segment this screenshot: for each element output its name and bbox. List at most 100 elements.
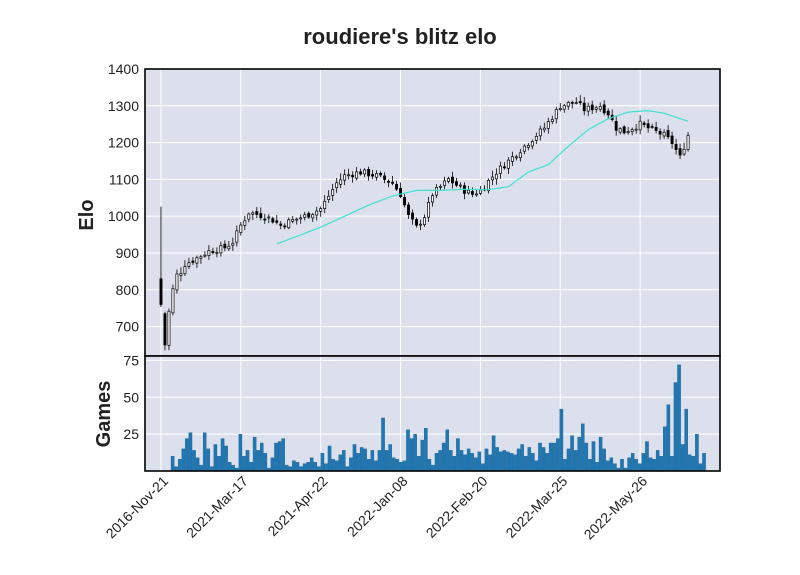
games-bar: [181, 448, 186, 472]
games-bar: [638, 463, 642, 472]
candle-body: [319, 208, 323, 212]
games-bar: [449, 450, 453, 472]
games-bar: [384, 450, 389, 472]
candle-body: [630, 129, 634, 132]
candle-body: [359, 171, 363, 175]
candle-body: [474, 193, 478, 196]
games-bar: [677, 364, 681, 472]
games-bar: [431, 464, 435, 472]
candle-body: [243, 220, 247, 226]
candle-body: [283, 225, 287, 228]
candle-body: [235, 230, 239, 243]
games-bar: [531, 453, 535, 472]
games-bar: [349, 457, 353, 472]
candle-body: [526, 145, 530, 148]
games-bar: [695, 433, 699, 472]
games-bar: [270, 457, 275, 472]
games-bar: [655, 450, 660, 472]
games-bar: [188, 432, 193, 472]
games-bar: [459, 450, 464, 472]
games-bar-series: [170, 364, 706, 472]
games-bar: [306, 462, 310, 472]
price-tick-label: 800: [116, 282, 140, 298]
candle-body: [423, 217, 426, 226]
candle-body: [498, 165, 502, 174]
candle-body: [646, 123, 650, 129]
candle-body: [391, 181, 395, 184]
games-bar: [327, 445, 332, 472]
candle-body: [678, 148, 682, 156]
games-bar: [177, 459, 182, 472]
games-bar: [252, 436, 257, 472]
candle-body: [339, 179, 343, 185]
x-tick-label: 2016-Nov-21: [103, 473, 172, 542]
candle-body: [626, 131, 630, 134]
games-bar: [545, 453, 549, 472]
games-bar: [670, 456, 674, 472]
candle-body: [490, 176, 494, 181]
games-bar: [648, 457, 653, 472]
candle-body: [251, 212, 255, 215]
candle-body: [271, 218, 275, 223]
games-bar: [402, 460, 407, 472]
candle-body: [295, 218, 299, 221]
games-bar: [495, 447, 499, 472]
candle-body: [215, 251, 219, 254]
candle-body: [159, 278, 163, 305]
candle-body: [443, 180, 446, 186]
price-panel: 700 800 900 1000 1100 1200 1300 1400: [108, 61, 721, 357]
games-bar: [477, 451, 482, 472]
candle-body: [207, 250, 211, 256]
games-bar: [231, 464, 235, 472]
games-bar: [584, 442, 589, 472]
candle-body: [558, 108, 562, 110]
games-bar: [202, 432, 207, 472]
games-bar: [634, 459, 639, 472]
games-bar: [684, 408, 688, 472]
games-bar: [263, 453, 268, 472]
candle-body: [459, 184, 462, 187]
candle-body: [275, 220, 279, 223]
candle-body: [375, 173, 379, 178]
price-tick-label: 1100: [109, 171, 139, 187]
games-bar: [338, 454, 342, 472]
games-bar: [666, 404, 671, 472]
games-bar: [563, 459, 567, 472]
games-bar: [309, 457, 314, 472]
candle-body: [183, 266, 187, 275]
candle-body: [658, 130, 662, 135]
candle-body: [255, 211, 259, 215]
games-bar: [588, 459, 592, 472]
volume-axis-label: Games: [93, 381, 115, 448]
games-bar: [388, 444, 392, 472]
games-bar: [573, 450, 578, 472]
candle-body: [686, 135, 690, 150]
games-bar: [491, 435, 496, 472]
games-bar: [424, 428, 428, 472]
games-bar: [331, 459, 335, 472]
games-bar: [245, 450, 250, 472]
candle-body: [307, 212, 311, 218]
games-bar: [220, 438, 225, 472]
games-bar: [334, 460, 339, 472]
games-bar: [195, 457, 200, 472]
games-bar: [399, 462, 403, 472]
candle-body: [171, 288, 175, 314]
candle-body: [419, 223, 422, 226]
volume-tick-label: 25: [123, 426, 139, 442]
games-bar: [185, 438, 189, 472]
games-bar: [541, 447, 546, 472]
chart-title: roudiere's blitz elo: [303, 24, 497, 49]
candle-body: [187, 262, 191, 267]
candle-body: [670, 135, 674, 144]
candle-body: [347, 174, 351, 177]
games-bar: [509, 453, 514, 472]
games-bar: [295, 462, 300, 472]
games-bar: [395, 459, 400, 472]
candle-body: [175, 273, 179, 291]
volume-tick-label: 75: [123, 352, 139, 368]
games-bar: [284, 464, 289, 472]
volume-tick-label: 50: [123, 389, 139, 405]
candle-body: [195, 257, 199, 264]
candle-body: [427, 202, 430, 218]
